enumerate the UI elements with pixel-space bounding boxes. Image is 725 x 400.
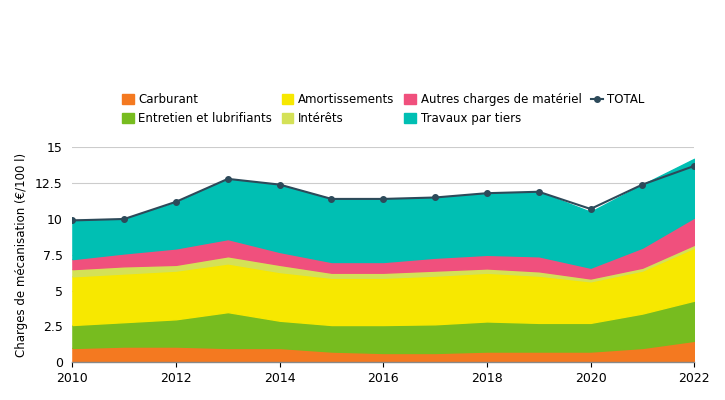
Legend: Carburant, Entretien et lubrifiants, Amortissements, Intérêts, Autres charges de: Carburant, Entretien et lubrifiants, Amo… [122, 93, 645, 125]
Y-axis label: Charges de mécanisation (€/100 l): Charges de mécanisation (€/100 l) [15, 153, 28, 357]
